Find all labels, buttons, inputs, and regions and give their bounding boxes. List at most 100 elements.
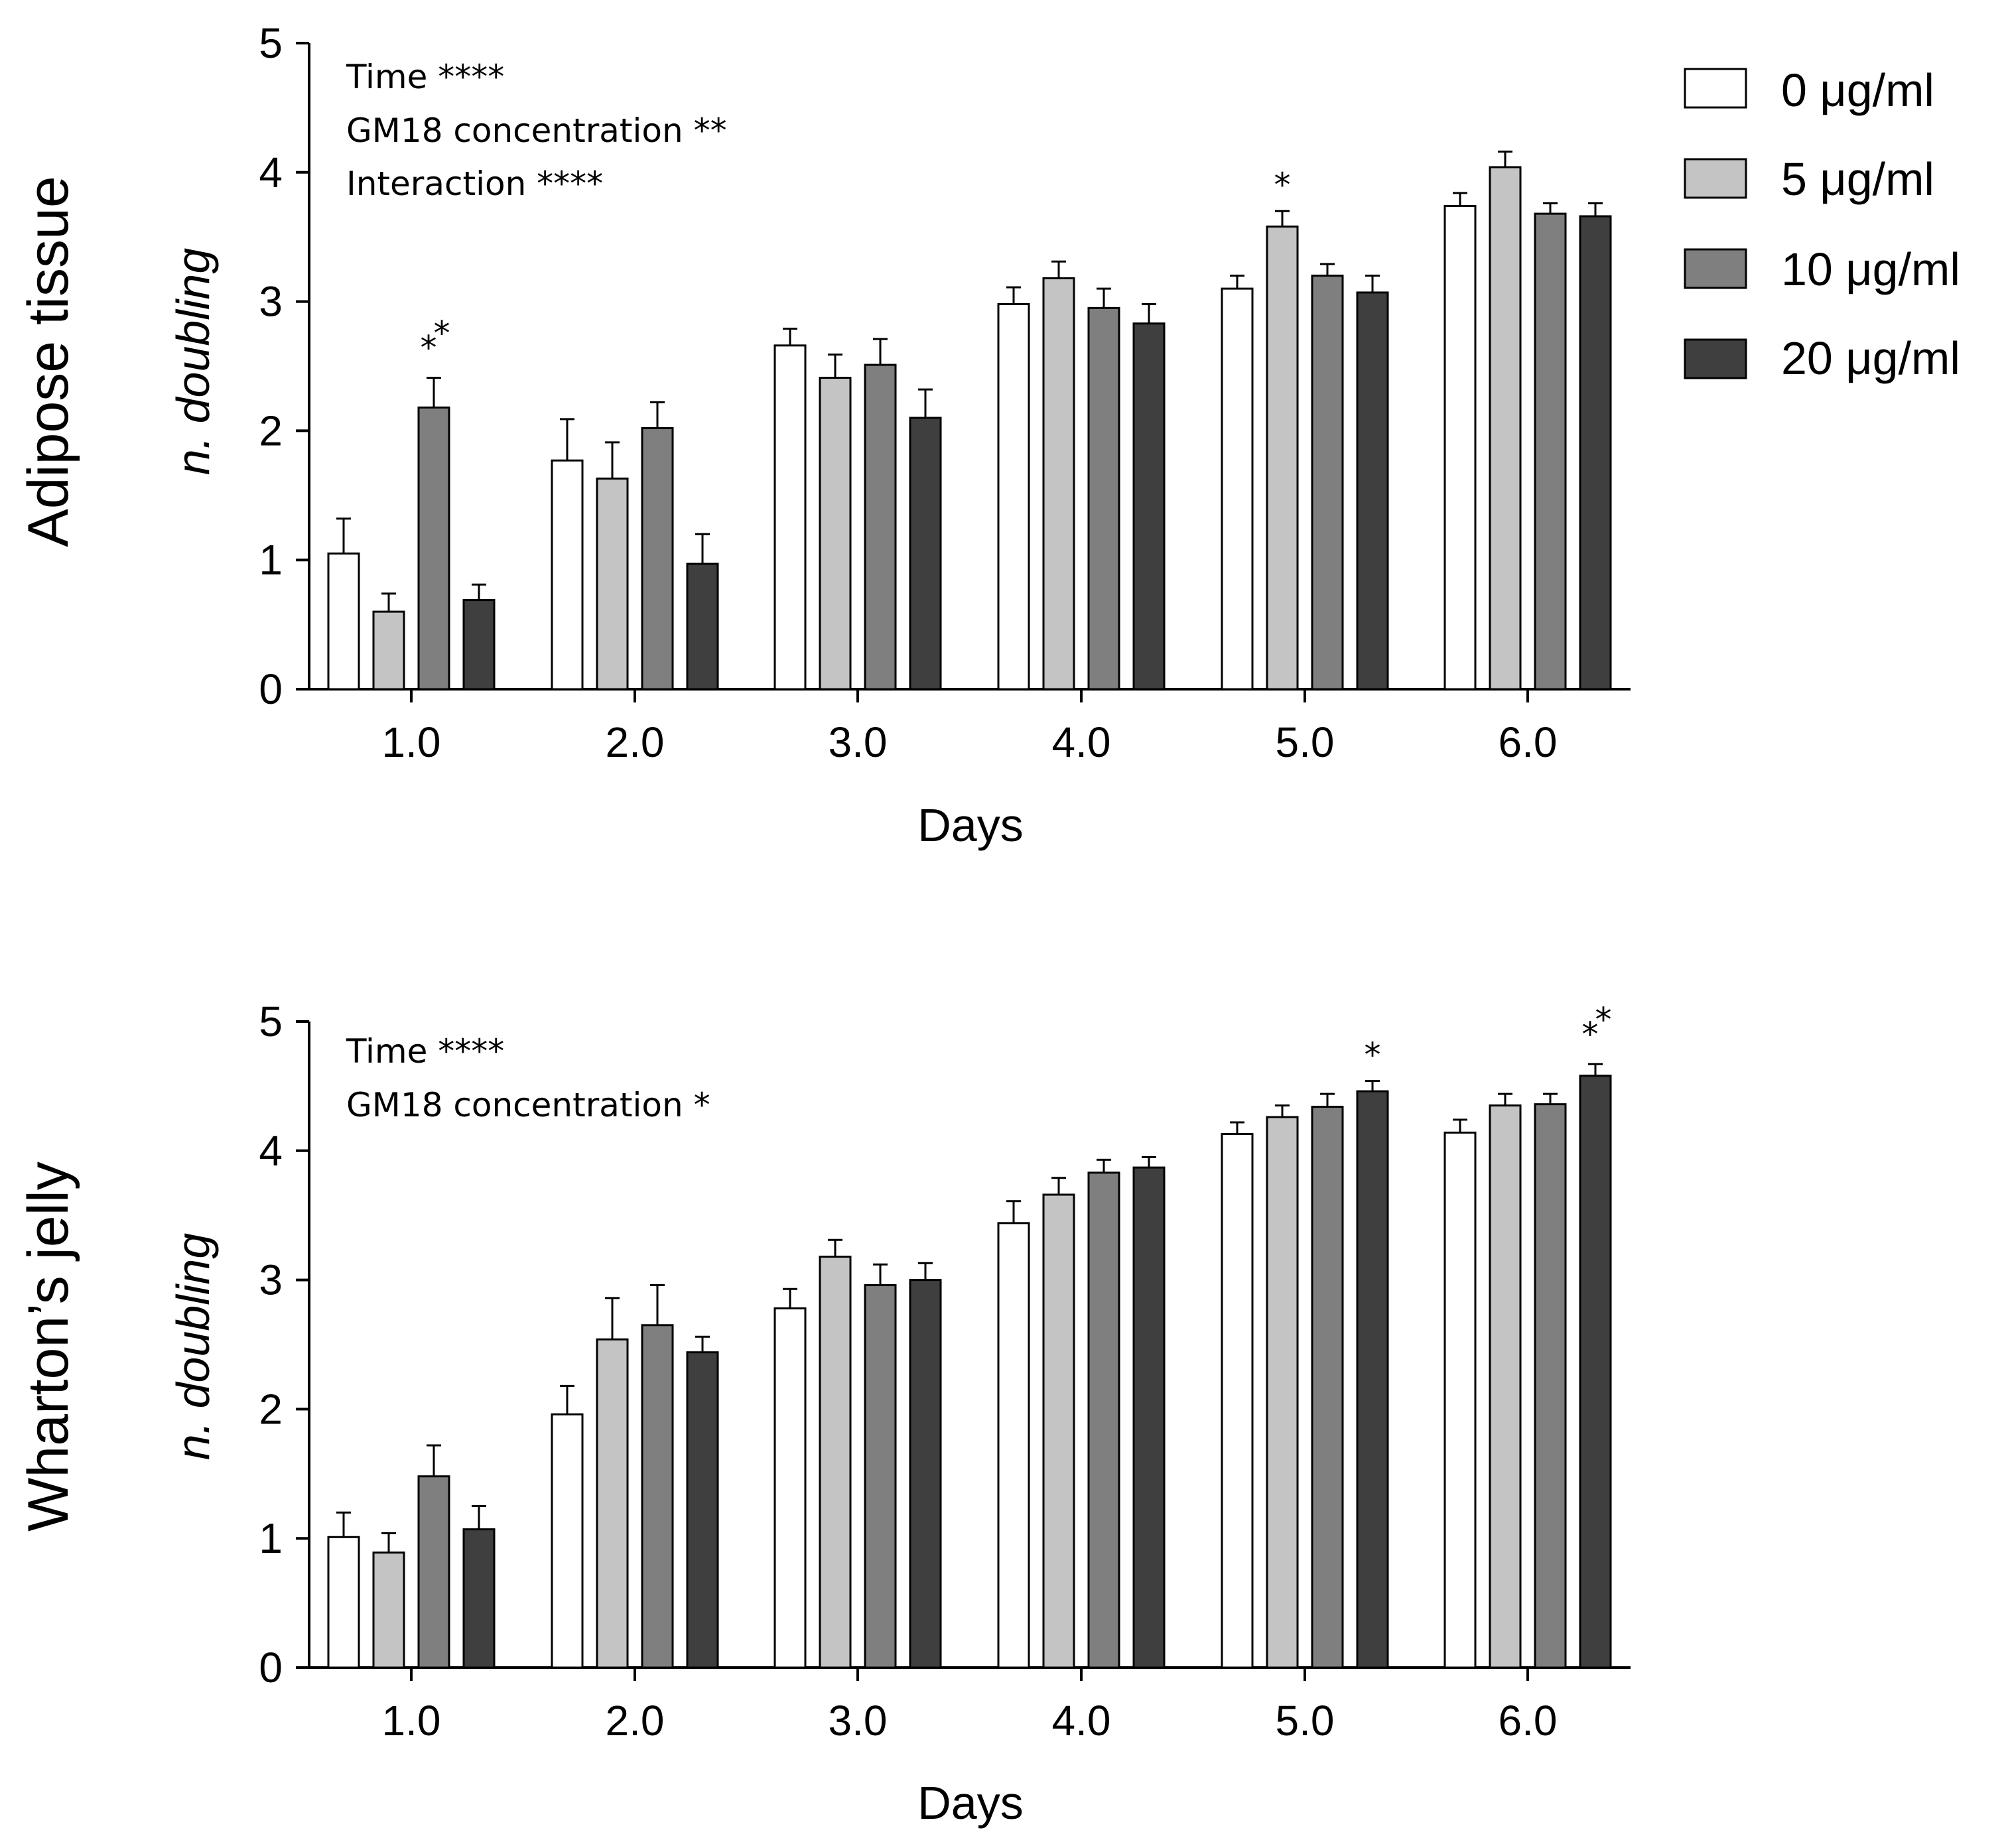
bar [327, 552, 360, 691]
x-tick-label: 3.0 [829, 1697, 888, 1745]
x-tick-label: 4.0 [1052, 718, 1111, 766]
bar [997, 302, 1030, 691]
y-tick-label: 3 [259, 278, 283, 326]
y-tick-label: 2 [259, 1385, 283, 1433]
significance-marker: * [1582, 1015, 1599, 1053]
bar [1221, 287, 1254, 691]
bar [417, 406, 450, 691]
bar [1266, 1116, 1299, 1669]
stats-line-0: Time **** [346, 1032, 504, 1071]
bar [641, 1324, 674, 1669]
x-tick-label: 1.0 [382, 1697, 441, 1745]
y-tick-label: 5 [259, 19, 283, 67]
bar [1311, 1106, 1344, 1669]
legend-swatch-0 [1684, 68, 1747, 109]
bar [462, 1528, 496, 1669]
significance-marker: * [1365, 1036, 1381, 1075]
bar [1266, 226, 1299, 691]
bar [462, 599, 496, 691]
bar [773, 1307, 807, 1669]
bar [1534, 212, 1567, 691]
y-tick-label: 4 [259, 1127, 283, 1175]
bar [1311, 275, 1344, 691]
significance-marker: * [434, 314, 450, 353]
bar [551, 459, 584, 691]
legend-label-3: 20 μg/ml [1781, 332, 1960, 384]
bar [1443, 1132, 1477, 1669]
bar [1087, 306, 1120, 691]
y-tick-label: 2 [259, 407, 283, 454]
x-axis-title: Days [917, 799, 1023, 851]
bar [686, 1351, 719, 1669]
bar [773, 344, 807, 691]
bar [1356, 1090, 1389, 1669]
bar [1221, 1132, 1254, 1669]
bar [1042, 1193, 1075, 1669]
y-tick-label: 0 [259, 1644, 283, 1691]
bar [641, 427, 674, 691]
bar [1443, 204, 1477, 691]
bar [327, 1536, 360, 1669]
stats-line-0: Time **** [346, 58, 504, 96]
legend-label-1: 5 μg/ml [1781, 153, 1934, 205]
y-tick-label: 1 [259, 536, 283, 584]
legend-swatch-2 [1684, 248, 1747, 289]
bar [819, 377, 852, 691]
stats-text: Time **** GM18 concentration ** Interact… [346, 58, 727, 203]
bar [372, 610, 405, 691]
y-tick-label: 5 [259, 998, 283, 1045]
y-tick-label: 0 [259, 665, 283, 713]
panel-adipose-tissue: Adipose tissue n. doubling Days Time ***… [17, 19, 1631, 851]
significance-marker: * [421, 329, 437, 367]
y-axis-title: n. doubling [167, 248, 219, 476]
panel-title: Adipose tissue [17, 176, 80, 547]
bar [372, 1551, 405, 1669]
x-tick-label: 1.0 [382, 718, 441, 766]
bar [864, 363, 897, 691]
bar [1579, 1075, 1612, 1669]
bar [1579, 215, 1612, 691]
legend-swatch-3 [1684, 338, 1747, 379]
bar [1489, 166, 1522, 691]
legend: 0 μg/ml 5 μg/ml 10 μg/ml 20 μg/ml [1684, 64, 1960, 384]
x-axis-title: Days [917, 1777, 1023, 1829]
bar [1087, 1171, 1120, 1669]
bar [997, 1222, 1030, 1669]
legend-label-2: 10 μg/ml [1781, 243, 1960, 295]
x-tick-label: 6.0 [1499, 718, 1558, 766]
bar [909, 1279, 942, 1669]
x-tick-label: 5.0 [1276, 1697, 1335, 1745]
bar [819, 1256, 852, 1669]
bar [1132, 1166, 1166, 1669]
legend-label-0: 0 μg/ml [1781, 64, 1934, 116]
stats-line-1: GM18 concentration * [346, 1086, 710, 1124]
bar [596, 477, 629, 691]
bar [1534, 1103, 1567, 1669]
bar [551, 1413, 584, 1669]
x-tick-label: 2.0 [606, 718, 665, 766]
bar [596, 1338, 629, 1669]
x-tick-label: 6.0 [1499, 1697, 1558, 1745]
bar [417, 1475, 450, 1669]
x-tick-label: 5.0 [1276, 718, 1335, 766]
y-axis-title: n. doubling [167, 1233, 219, 1461]
x-tick-label: 3.0 [829, 718, 888, 766]
x-tick-label: 2.0 [606, 1697, 665, 1745]
bar [864, 1284, 897, 1669]
stats-text: Time **** GM18 concentration * [346, 1032, 710, 1124]
significance-marker: * [1595, 1000, 1612, 1039]
panel-title: Wharton’s jelly [17, 1161, 80, 1532]
bar [686, 562, 719, 691]
stats-line-1: GM18 concentration ** [346, 111, 727, 150]
bar [1042, 277, 1075, 691]
y-tick-label: 4 [259, 149, 283, 196]
legend-swatch-1 [1684, 158, 1747, 199]
bar [909, 417, 942, 691]
bar [1132, 322, 1166, 691]
x-tick-label: 4.0 [1052, 1697, 1111, 1745]
stats-line-2: Interaction **** [346, 165, 603, 203]
bar [1489, 1104, 1522, 1669]
